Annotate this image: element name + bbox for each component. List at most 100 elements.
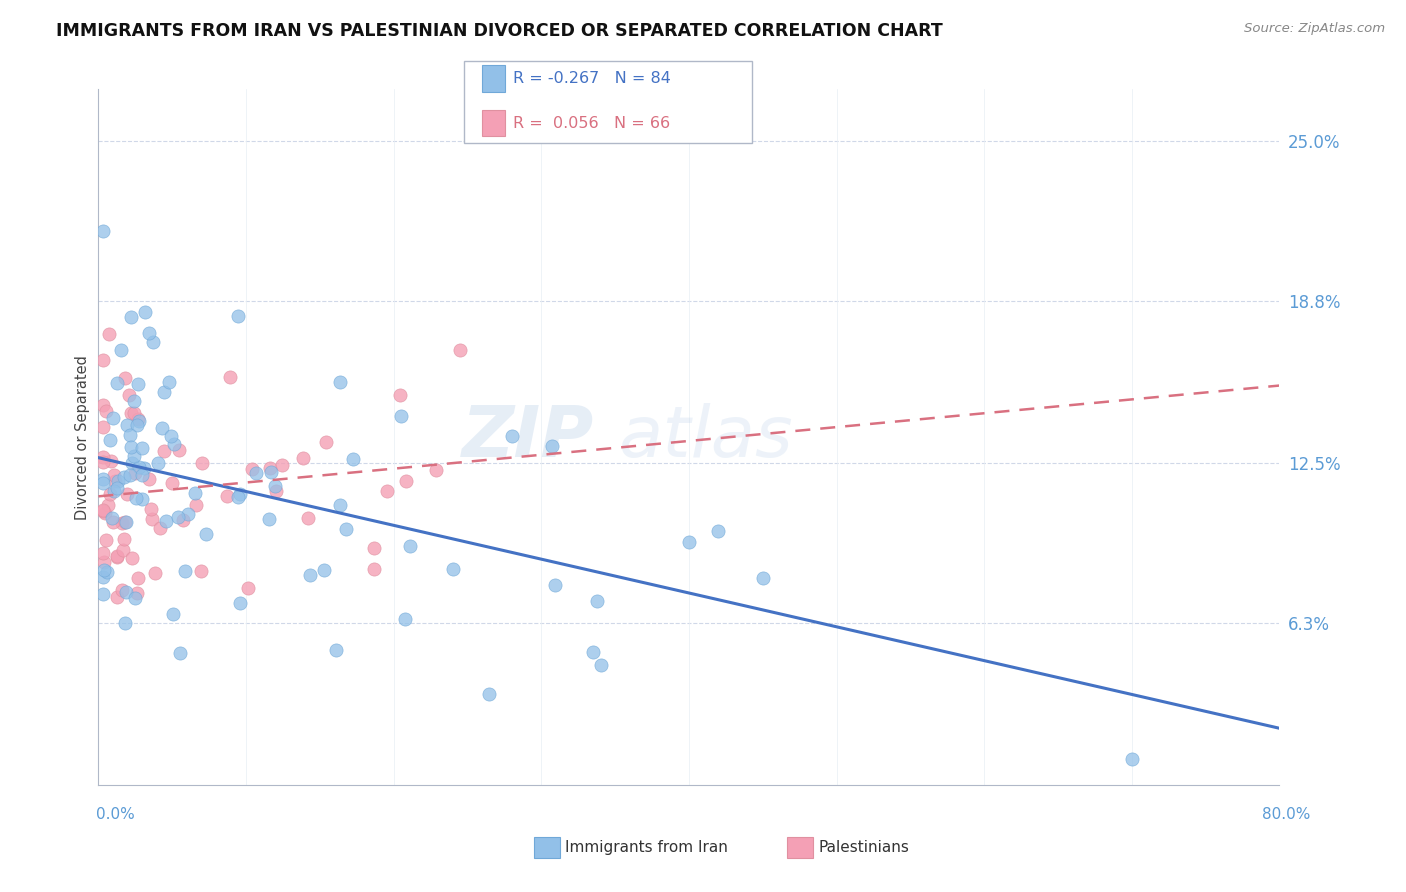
Text: R =  0.056   N = 66: R = 0.056 N = 66 (513, 116, 671, 130)
Point (91, 455, 114, 469)
Point (146, 457, 169, 471)
Text: 0.0%: 0.0% (96, 807, 135, 822)
Point (122, 450, 145, 464)
Point (91, 398, 114, 412)
Point (114, 616, 136, 631)
Point (399, 539, 422, 553)
Point (139, 501, 162, 516)
Point (160, 428, 183, 442)
Point (118, 388, 141, 402)
Point (172, 513, 194, 527)
Point (425, 463, 447, 477)
Point (184, 498, 207, 512)
Point (150, 421, 173, 435)
Point (582, 645, 605, 659)
Point (93, 563, 115, 577)
Point (110, 516, 132, 530)
Point (238, 581, 260, 595)
Point (544, 578, 567, 592)
Text: Immigrants from Iran: Immigrants from Iran (565, 840, 728, 855)
Point (114, 515, 136, 529)
Point (105, 376, 128, 391)
Point (91, 587, 114, 601)
Point (152, 444, 174, 458)
Point (91, 475, 114, 490)
Point (142, 335, 165, 350)
Point (122, 406, 145, 420)
Point (270, 458, 292, 472)
Point (1121, 752, 1143, 766)
Point (449, 343, 471, 358)
Point (121, 550, 143, 565)
Point (91, 352, 114, 367)
Point (122, 393, 145, 408)
Point (115, 487, 138, 501)
Point (245, 466, 267, 480)
Point (115, 418, 138, 433)
Point (98, 487, 121, 501)
Point (101, 411, 124, 425)
Point (162, 475, 184, 490)
Point (394, 612, 416, 626)
Point (120, 310, 142, 325)
Point (169, 443, 191, 458)
Point (98, 433, 121, 447)
Point (114, 370, 136, 384)
Point (226, 491, 249, 505)
Point (375, 484, 398, 499)
Point (591, 658, 613, 673)
Point (112, 532, 135, 546)
Point (501, 429, 523, 443)
Text: Palestinians: Palestinians (818, 840, 910, 855)
Point (132, 461, 155, 475)
Point (751, 571, 773, 585)
Point (103, 467, 125, 482)
Point (217, 489, 239, 503)
Text: R = -0.267   N = 84: R = -0.267 N = 84 (513, 71, 671, 86)
Point (162, 607, 184, 622)
Point (707, 524, 730, 538)
Point (124, 591, 146, 605)
Point (299, 568, 322, 582)
Point (96, 403, 118, 417)
Point (315, 434, 337, 449)
Point (127, 376, 149, 391)
Point (127, 570, 149, 584)
Point (93, 555, 115, 569)
Point (103, 484, 125, 499)
Point (229, 486, 252, 500)
Point (342, 452, 364, 467)
Point (91, 450, 114, 465)
Point (149, 521, 172, 535)
Point (125, 418, 148, 433)
Point (441, 561, 464, 575)
Point (257, 511, 280, 525)
Point (120, 440, 142, 454)
Point (167, 509, 190, 524)
Point (107, 474, 129, 488)
Point (190, 564, 212, 578)
Point (292, 450, 315, 465)
Point (141, 512, 163, 526)
Point (124, 491, 146, 506)
Point (105, 591, 128, 605)
Point (91, 472, 114, 486)
Point (110, 343, 132, 357)
Point (91, 420, 114, 434)
Text: atlas: atlas (619, 402, 793, 472)
Text: 80.0%: 80.0% (1263, 807, 1310, 822)
Point (329, 498, 352, 512)
Point (128, 460, 150, 475)
Point (118, 428, 141, 442)
Point (96, 565, 118, 579)
Point (111, 542, 134, 557)
Point (183, 486, 205, 500)
Point (138, 472, 160, 486)
Point (219, 369, 242, 384)
Point (138, 326, 160, 340)
Point (91, 504, 114, 518)
Point (259, 460, 281, 475)
Point (388, 388, 411, 402)
Point (395, 475, 418, 489)
Point (157, 375, 180, 389)
